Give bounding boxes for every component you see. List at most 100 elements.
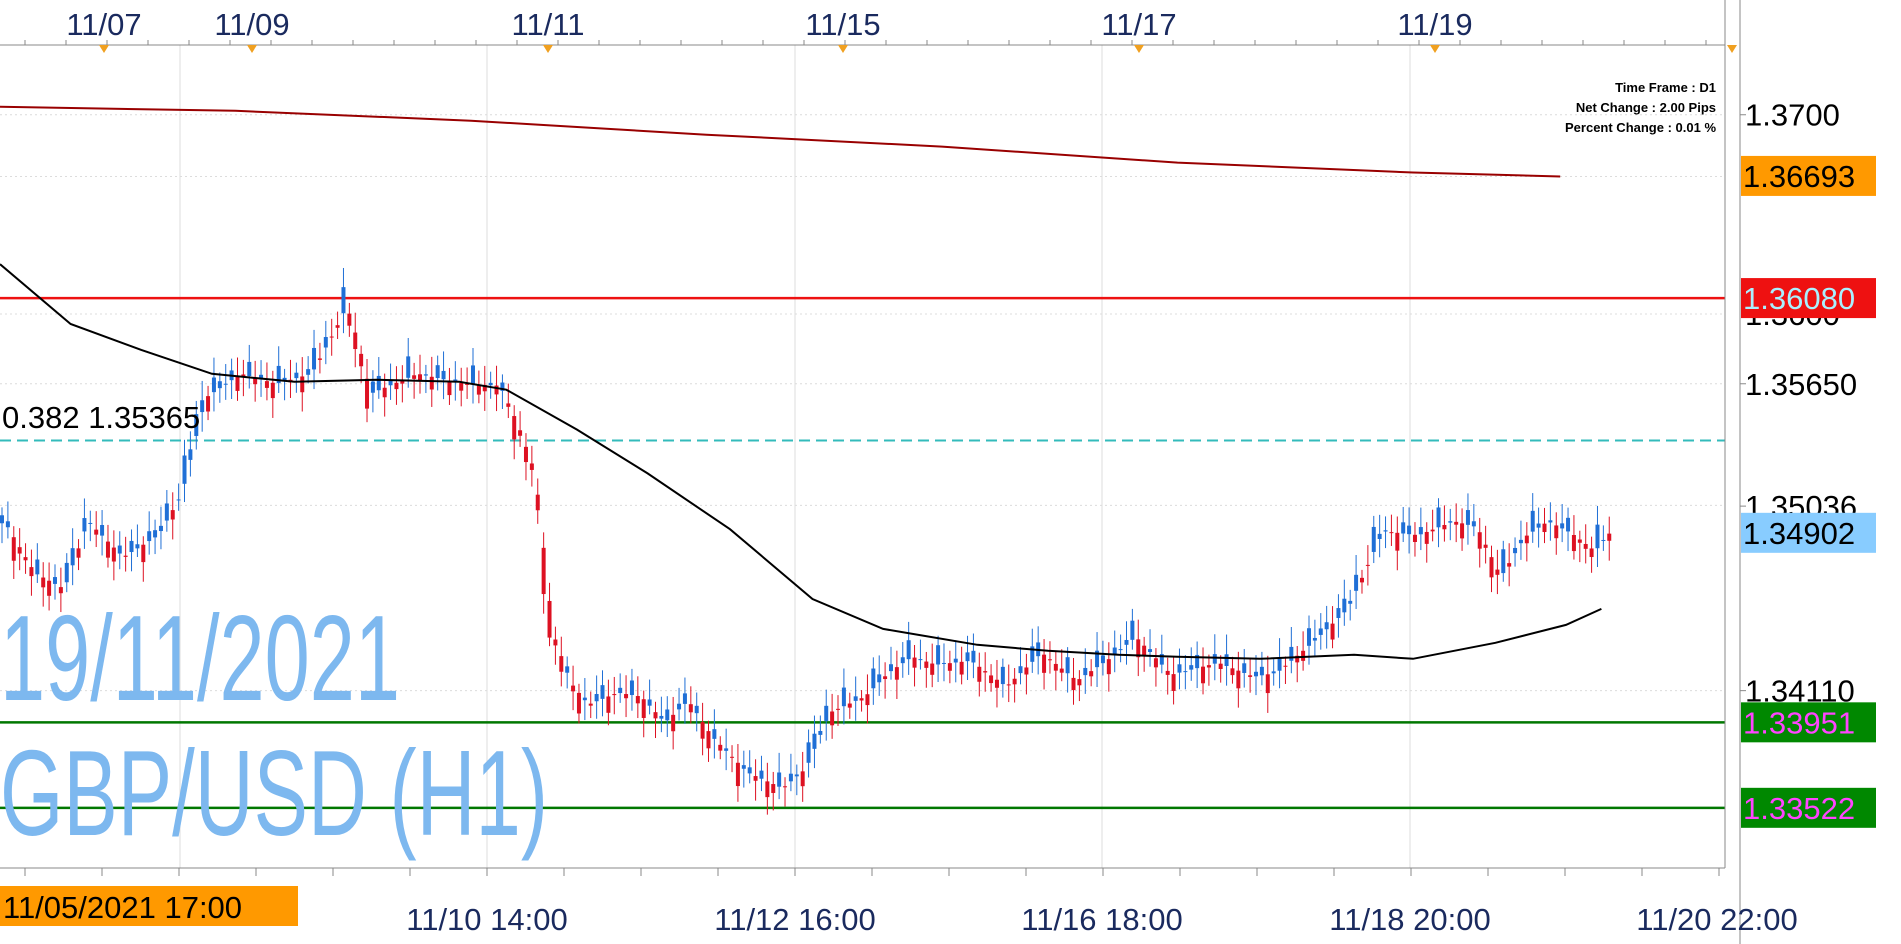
candle (1377, 514, 1382, 558)
candle (741, 750, 746, 788)
candle-body (323, 337, 328, 348)
cursor-time-label: 11/05/2021 17:00 (3, 890, 242, 925)
candle (5, 501, 10, 539)
candle (1501, 540, 1506, 582)
candle (506, 383, 511, 419)
candle (1336, 594, 1341, 638)
candle (847, 692, 852, 719)
candle (1448, 508, 1453, 541)
candle (1489, 545, 1494, 593)
candle-body (1442, 524, 1447, 530)
candle (105, 524, 110, 568)
candle (147, 511, 152, 555)
candle-body (353, 332, 358, 350)
candle (1136, 619, 1141, 677)
candle-body (1177, 664, 1182, 673)
candle (441, 351, 446, 400)
candle-body (606, 696, 611, 713)
candle-body (800, 771, 805, 787)
long-moving-average (0, 105, 1561, 178)
info-percent-change: Percent Change : 0.01 % (1565, 120, 1716, 135)
candle (176, 483, 181, 511)
candle-body (953, 658, 958, 663)
candle-body (135, 544, 140, 549)
candle (117, 531, 122, 570)
candle (806, 729, 811, 778)
date-marker-icon (543, 45, 553, 53)
bottom-axis-bg (0, 868, 1901, 944)
candle (1554, 512, 1559, 555)
candle (1424, 522, 1429, 563)
candle (688, 686, 693, 724)
candle-body (1289, 646, 1294, 661)
candle (700, 702, 705, 756)
candle (1165, 657, 1170, 695)
price-tags: 1.36693 1.36080 1.34902 1.33951 1.33522 (1741, 155, 1876, 828)
candle-body (783, 786, 788, 788)
candle (1153, 648, 1158, 687)
candle-body (170, 510, 175, 520)
candle (1330, 606, 1335, 649)
candle (470, 348, 475, 404)
candle (370, 370, 375, 413)
candle-body (158, 525, 163, 532)
candle (1430, 509, 1435, 542)
candle-body (82, 518, 87, 532)
candle-body (488, 382, 493, 386)
top-date-label: 11/07 (66, 7, 141, 42)
candle-body (930, 663, 935, 675)
candle-body (1318, 628, 1323, 635)
candle-body (117, 545, 122, 554)
candle-body (388, 380, 393, 386)
candle-body (588, 703, 593, 706)
candle (1471, 504, 1476, 537)
candle-body (1483, 544, 1488, 548)
candle (235, 357, 240, 401)
candle-body (1330, 623, 1335, 640)
candle-body (735, 762, 740, 787)
candle-body (329, 336, 334, 338)
candle-body (400, 380, 405, 384)
candle-body (29, 567, 34, 577)
candle (1589, 536, 1594, 573)
candle (1189, 647, 1194, 681)
candle-body (1501, 549, 1506, 574)
candle (1259, 651, 1264, 686)
candle-body (23, 557, 28, 561)
candle-body (618, 687, 623, 694)
candle (1206, 654, 1211, 686)
candle-body (529, 463, 534, 470)
candle-body (17, 547, 22, 554)
candle-body (376, 375, 381, 391)
candle (41, 562, 46, 607)
candle-body (1130, 620, 1135, 640)
candle-body (1118, 649, 1123, 651)
candle-body (1024, 667, 1029, 675)
candle (735, 744, 740, 802)
candle (288, 359, 293, 398)
candle (1595, 505, 1600, 568)
candle-body (459, 383, 464, 391)
candle-body (694, 705, 699, 714)
candle-body (1201, 666, 1206, 684)
candle-body (918, 659, 923, 661)
candle (600, 670, 605, 717)
candle-body (1142, 645, 1147, 657)
candle (1118, 634, 1123, 663)
candle (1242, 648, 1247, 688)
candle-body (877, 674, 882, 683)
candle-body (659, 715, 664, 719)
candle-body (859, 698, 864, 701)
candle (853, 676, 858, 721)
candle-body (1583, 543, 1588, 549)
candle-body (1236, 670, 1241, 689)
candle (1465, 493, 1470, 545)
price-tag-bg (1741, 512, 1876, 553)
candle-body (1053, 663, 1058, 671)
candle (629, 668, 634, 711)
candle-body (718, 744, 723, 751)
candle (959, 646, 964, 685)
candle-body (1295, 655, 1300, 663)
candle (753, 759, 758, 801)
candle (217, 372, 222, 403)
